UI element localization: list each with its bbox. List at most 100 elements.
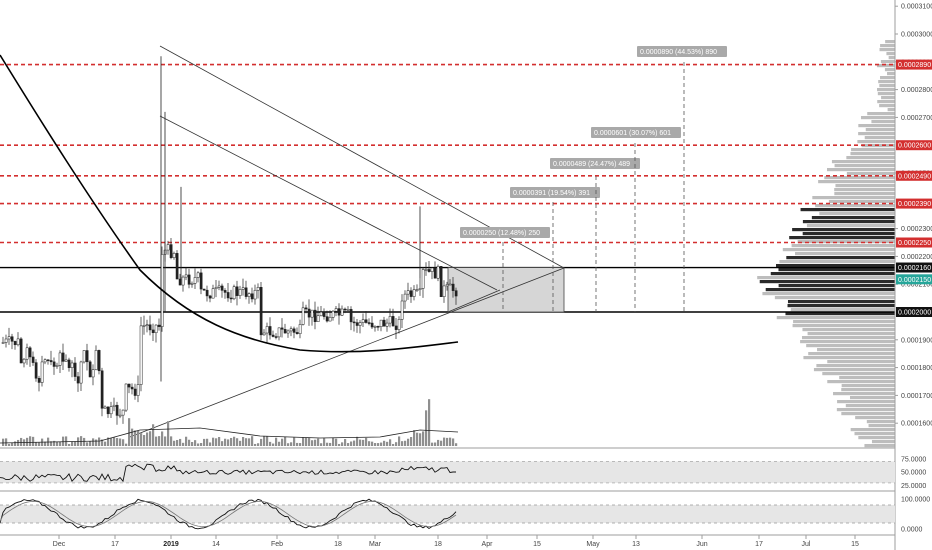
- volume-bar: [179, 438, 182, 446]
- volume-profile-bar: [762, 292, 895, 296]
- volume-profile-bar: [845, 404, 895, 408]
- candle-body: [421, 269, 425, 289]
- candle-body: [298, 324, 302, 334]
- target-label-box: [510, 187, 600, 198]
- candle-body: [16, 338, 20, 346]
- volume-bar: [347, 443, 350, 446]
- candle-body: [361, 319, 365, 323]
- candle-body: [28, 347, 32, 358]
- stoch-d-line: [0, 500, 457, 528]
- volume-bar: [230, 437, 233, 446]
- volume-bar: [302, 437, 305, 446]
- volume-bar: [383, 440, 386, 446]
- volume-bar: [455, 443, 458, 446]
- volume-bar: [86, 442, 89, 446]
- candle-body: [235, 286, 239, 296]
- candle-body: [427, 269, 431, 272]
- candle-body: [82, 350, 86, 363]
- main-panel: [0, 0, 895, 448]
- volume-profile-bar: [800, 208, 895, 212]
- candle-body: [58, 352, 62, 366]
- volume-profile-bar: [880, 60, 895, 64]
- volume-bar: [344, 439, 347, 446]
- candle-body: [307, 308, 311, 318]
- candle-body: [322, 311, 326, 317]
- candle-body: [109, 406, 113, 415]
- volume-bar: [320, 443, 323, 446]
- candle-body: [4, 338, 8, 343]
- volume-bar: [83, 437, 86, 446]
- candle-body: [118, 414, 122, 417]
- volume-bars: [0, 399, 459, 446]
- time-tick-label: Apr: [482, 541, 494, 548]
- volume-bar: [170, 436, 173, 446]
- candle-body: [190, 283, 194, 285]
- candle-body: [442, 285, 446, 297]
- volume-bar: [401, 441, 404, 446]
- volume-bar: [50, 441, 53, 446]
- volume-bar: [317, 438, 320, 446]
- volume-profile-bar: [789, 236, 895, 240]
- volume-bar: [254, 443, 257, 446]
- level-price-tag: [896, 140, 932, 151]
- volume-bar: [152, 424, 155, 446]
- volume-bar: [431, 442, 434, 446]
- candle-body: [367, 322, 371, 324]
- volume-profile-bar: [808, 352, 895, 356]
- volume-bar: [107, 437, 110, 446]
- volume-profile-bar: [858, 132, 895, 136]
- volume-profile-bar: [806, 224, 895, 228]
- volume-profile-bar: [833, 392, 895, 396]
- candle-body: [313, 309, 317, 322]
- price-tick-label: 0.0003000: [901, 32, 932, 39]
- volume-profile-bar: [791, 244, 895, 248]
- volume-bar: [434, 442, 437, 446]
- volume-bar: [119, 438, 122, 446]
- candle-body: [100, 370, 104, 409]
- stoch-tick-label: 100.0000: [901, 497, 930, 504]
- volume-bar: [305, 437, 308, 446]
- candle-body: [79, 361, 83, 384]
- volume-bar: [437, 439, 440, 446]
- volume-profile-bar: [802, 232, 895, 236]
- target-label: 0.0000489 (24.47%) 489: [553, 161, 630, 168]
- volume-profile-bar: [797, 240, 895, 244]
- volume-bar: [122, 439, 125, 446]
- volume-bar: [251, 436, 254, 446]
- candle-body: [202, 288, 206, 291]
- volume-bar: [2, 438, 5, 446]
- volume-profile-bar: [779, 260, 895, 264]
- volume-bar: [293, 437, 296, 446]
- candle-body: [166, 244, 170, 251]
- price-axis[interactable]: 0.00031000.00030000.00029000.00028000.00…: [895, 4, 932, 428]
- volume-profile-bar: [815, 204, 895, 208]
- rsi-tick-label: 50.0000: [901, 470, 926, 477]
- candle-body: [37, 378, 41, 383]
- candle-body: [40, 361, 44, 383]
- rsi-tick-label: 25.0000: [901, 483, 926, 490]
- volume-bar: [233, 436, 236, 446]
- candle-body: [364, 319, 368, 323]
- volume-bar: [365, 437, 368, 446]
- volume-profile-bar: [841, 412, 895, 416]
- horizontal-levels: [0, 63, 895, 313]
- trendline: [159, 115, 498, 291]
- volume-profile-bar: [802, 220, 895, 224]
- volume-bar: [11, 442, 14, 446]
- candle-body: [271, 334, 275, 337]
- candle-body: [430, 267, 434, 272]
- candle-body: [343, 308, 347, 311]
- volume-profile-bar: [759, 280, 895, 284]
- volume-bar: [143, 435, 146, 446]
- volume-profile-bar: [827, 360, 895, 364]
- volume-profile-bar: [864, 136, 895, 140]
- time-tick-label: Jun: [696, 541, 707, 548]
- volume-bar: [380, 442, 383, 446]
- candle-body: [169, 244, 173, 258]
- target-annotations: 0.0000250 (12.48%) 250 0.0000391 (19.54%)…: [460, 46, 727, 312]
- volume-profile-bar: [792, 228, 895, 232]
- time-axis[interactable]: Dec 17 2019 14 Feb 18 Mar 18 Apr 15 May 13 Jun 17 Jul 1…: [53, 535, 859, 548]
- volume-bar: [101, 439, 104, 446]
- candle-body: [409, 290, 413, 297]
